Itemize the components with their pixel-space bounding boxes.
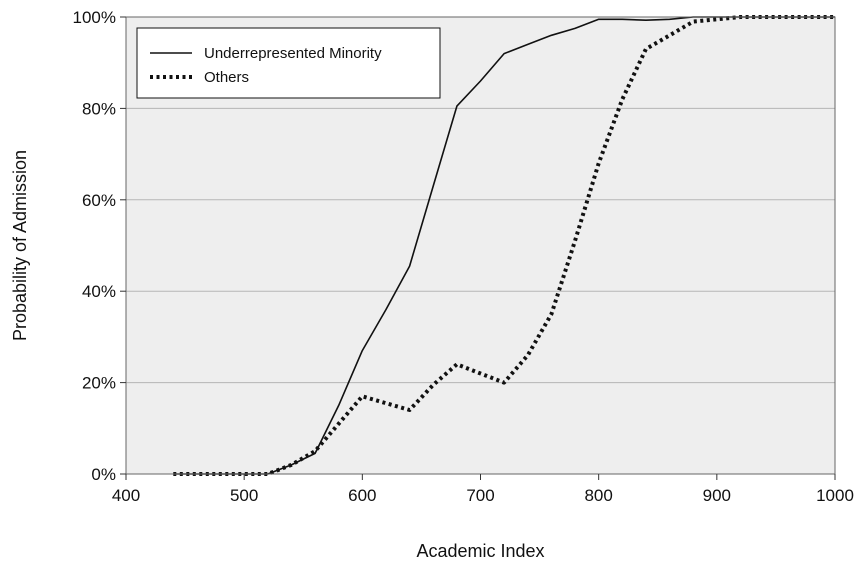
legend: Underrepresented Minority Others [136,27,441,99]
y-tick-label: 20% [82,374,116,393]
x-tick-label: 1000 [816,486,854,505]
x-tick-label: 900 [703,486,731,505]
x-tick-label: 500 [230,486,258,505]
y-axis-title: Probability of Admission [10,150,30,341]
x-tick-label: 400 [112,486,140,505]
y-axis: 0% 20% 40% 60% 80% 100% [73,8,126,484]
y-tick-label: 100% [73,8,116,27]
x-tick-label: 600 [348,486,376,505]
legend-label-others: Others [204,69,249,86]
y-tick-label: 0% [91,465,116,484]
y-tick-label: 60% [82,191,116,210]
x-tick-label: 700 [466,486,494,505]
y-tick-label: 80% [82,99,116,118]
x-tick-label: 800 [584,486,612,505]
x-axis: 400 500 600 700 800 900 1000 [112,474,854,505]
legend-box [136,27,441,99]
x-axis-title: Academic Index [416,541,544,561]
series-others [173,15,835,476]
legend-label-underrepresented-minority: Underrepresented Minority [204,45,382,62]
y-tick-label: 40% [82,282,116,301]
